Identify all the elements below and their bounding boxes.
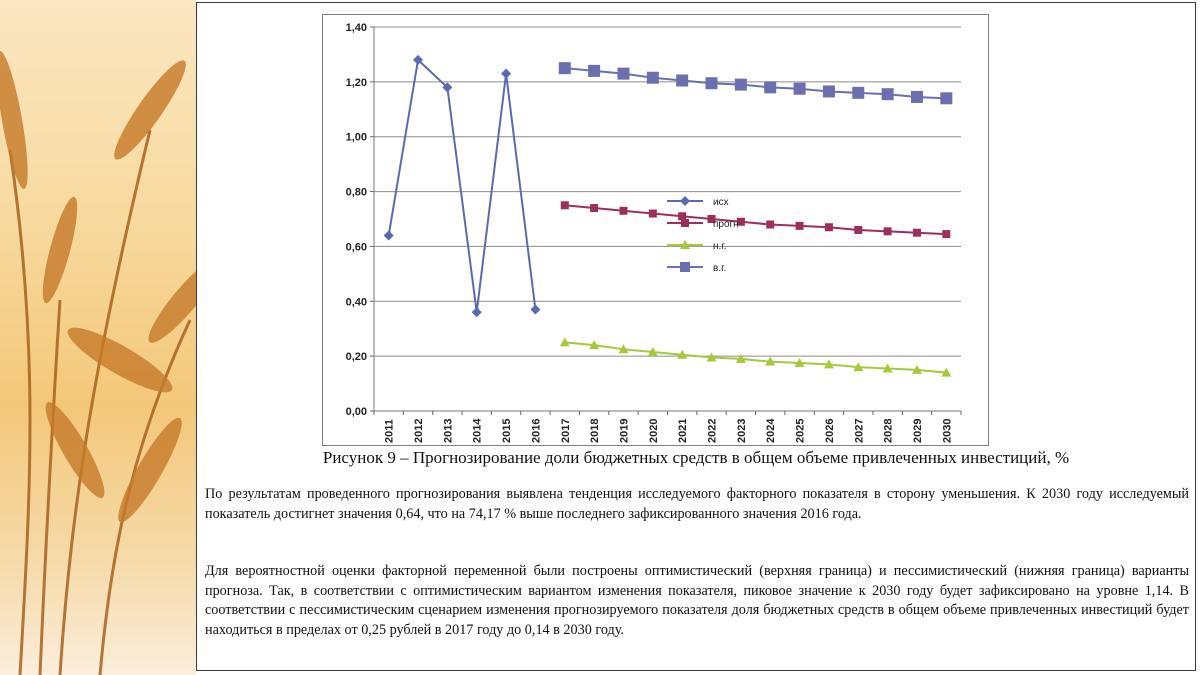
x-tick-label: 2014 bbox=[472, 418, 484, 443]
y-tick-label: 0,20 bbox=[346, 351, 367, 363]
data-point-square bbox=[795, 221, 804, 230]
x-tick-label: 2016 bbox=[530, 419, 542, 443]
y-tick-label: 0,00 bbox=[346, 406, 367, 418]
x-tick-label: 2015 bbox=[501, 419, 513, 443]
data-point-triangle bbox=[677, 349, 688, 359]
data-point-triangle bbox=[589, 340, 600, 350]
data-point-diamond bbox=[680, 196, 690, 206]
data-point-square bbox=[940, 92, 953, 105]
x-tick-label: 2024 bbox=[765, 418, 777, 443]
data-point-triangle bbox=[794, 358, 805, 367]
legend-label: в.г. bbox=[713, 263, 726, 274]
data-point-square bbox=[560, 201, 569, 210]
wheat-decoration bbox=[0, 51, 196, 675]
data-point-triangle bbox=[680, 240, 690, 249]
data-point-square bbox=[619, 206, 628, 215]
data-point-diamond bbox=[501, 68, 512, 79]
chart-area: 0,00 0,20 0,40 0,60 0,80 1,00 1,20 1,40 2011 2012… bbox=[322, 14, 989, 446]
data-point-square bbox=[822, 85, 835, 98]
series-line bbox=[564, 341, 947, 374]
x-tick-label: 2029 bbox=[912, 419, 924, 443]
y-tick-label: 1,00 bbox=[346, 132, 367, 144]
x-tick-label: 2023 bbox=[736, 419, 748, 443]
series-line bbox=[387, 57, 537, 313]
x-tick-label: 2028 bbox=[883, 419, 895, 443]
data-point-diamond bbox=[413, 54, 424, 65]
data-point-square bbox=[766, 220, 775, 229]
x-tick-label: 2017 bbox=[560, 419, 572, 443]
y-tick-label: 1,40 bbox=[346, 22, 367, 34]
wheat-background bbox=[0, 0, 196, 675]
legend-label: исх bbox=[713, 197, 729, 208]
line-chart: 0,00 0,20 0,40 0,60 0,80 1,00 1,20 1,40 2011 2012… bbox=[346, 22, 962, 443]
data-point-square bbox=[912, 228, 921, 237]
data-point-triangle bbox=[882, 363, 893, 373]
data-point-square bbox=[910, 90, 923, 103]
y-tick-label: 1,20 bbox=[346, 77, 367, 89]
data-point-diamond bbox=[442, 82, 453, 93]
y-tick-label: 0,60 bbox=[346, 241, 367, 253]
data-point-square bbox=[617, 67, 630, 80]
data-point-square bbox=[764, 81, 777, 94]
data-point-triangle bbox=[853, 362, 864, 372]
data-point-square bbox=[590, 204, 599, 213]
data-point-square bbox=[854, 225, 863, 234]
x-tick-label: 2019 bbox=[618, 419, 630, 443]
legend-label: прогн bbox=[713, 219, 739, 230]
figure-caption: Рисунок 9 – Прогнозирование доли бюджетн… bbox=[322, 448, 1070, 467]
paragraph-1: По результатам проведенного прогнозирова… bbox=[205, 486, 1189, 522]
data-point-square bbox=[734, 78, 747, 91]
legend-label: н.г. bbox=[713, 241, 727, 252]
data-point-square bbox=[646, 71, 659, 84]
y-tick-label: 0,40 bbox=[346, 296, 367, 308]
x-tick-label: 2025 bbox=[795, 419, 807, 443]
data-point-square bbox=[678, 212, 687, 221]
data-point-square bbox=[707, 215, 716, 223]
x-tick-label: 2020 bbox=[648, 419, 660, 443]
data-point-triangle bbox=[559, 337, 570, 347]
x-tick-label: 2021 bbox=[677, 419, 689, 443]
x-tick-label: 2027 bbox=[853, 419, 865, 443]
data-point-square bbox=[824, 223, 833, 232]
data-point-triangle bbox=[618, 344, 629, 354]
x-tick-label: 2012 bbox=[413, 419, 425, 443]
data-point-triangle bbox=[765, 356, 776, 366]
data-point-square bbox=[793, 82, 806, 95]
x-tick-label: 2030 bbox=[941, 419, 953, 443]
data-point-square bbox=[676, 74, 689, 87]
data-point-triangle bbox=[647, 347, 658, 357]
data-point-square bbox=[852, 86, 865, 99]
data-point-triangle bbox=[706, 352, 717, 362]
data-point-square bbox=[588, 64, 601, 77]
series-line bbox=[564, 204, 947, 236]
data-point-square bbox=[680, 262, 690, 272]
data-point-square bbox=[736, 217, 745, 226]
data-point-triangle bbox=[823, 359, 834, 369]
data-point-square bbox=[648, 209, 657, 218]
data-point-square bbox=[942, 230, 951, 239]
data-point-triangle bbox=[941, 367, 952, 377]
x-tick-label: 2013 bbox=[442, 419, 454, 443]
data-point-diamond bbox=[530, 304, 541, 315]
data-point-square bbox=[881, 88, 894, 101]
data-point-square bbox=[558, 62, 571, 75]
data-point-square bbox=[705, 77, 718, 90]
data-point-triangle bbox=[735, 353, 746, 363]
data-point-diamond bbox=[471, 307, 482, 318]
data-point-square bbox=[681, 219, 689, 227]
data-point-square bbox=[883, 227, 892, 236]
data-point-diamond bbox=[383, 230, 394, 241]
x-tick-label: 2018 bbox=[589, 419, 601, 443]
x-tick-label: 2026 bbox=[824, 419, 836, 443]
x-tick-label: 2011 bbox=[384, 419, 396, 443]
x-tick-label: 2022 bbox=[707, 419, 719, 443]
y-tick-label: 0,80 bbox=[346, 187, 367, 199]
data-point-triangle bbox=[911, 364, 922, 374]
paragraph-2: Для вероятностной оценки факторной перем… bbox=[205, 563, 1189, 638]
